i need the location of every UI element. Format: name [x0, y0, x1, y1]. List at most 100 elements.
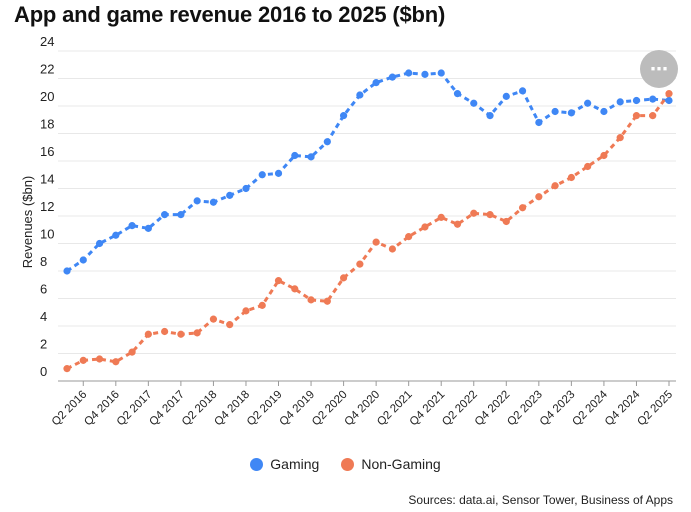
- data-point-non-gaming[interactable]: [63, 365, 71, 373]
- legend-swatch-gaming: [250, 457, 264, 471]
- data-point-gaming[interactable]: [535, 118, 543, 127]
- data-point-non-gaming[interactable]: [339, 274, 348, 282]
- data-point-non-gaming[interactable]: [356, 260, 364, 268]
- data-point-non-gaming[interactable]: [242, 307, 250, 315]
- data-point-gaming[interactable]: [405, 69, 413, 77]
- data-point-non-gaming[interactable]: [193, 329, 201, 337]
- data-point-non-gaming[interactable]: [307, 296, 315, 304]
- data-point-non-gaming[interactable]: [95, 355, 104, 363]
- data-point-gaming[interactable]: [79, 256, 87, 264]
- page-title: App and game revenue 2016 to 2025 ($bn): [14, 2, 446, 27]
- y-tick-label: 12: [40, 199, 54, 214]
- data-point-non-gaming[interactable]: [616, 134, 624, 142]
- data-point-gaming[interactable]: [551, 107, 559, 116]
- data-point-gaming[interactable]: [291, 151, 299, 160]
- data-point-non-gaming[interactable]: [144, 330, 152, 338]
- ellipsis-icon: ⋯: [650, 59, 668, 79]
- data-point-gaming[interactable]: [63, 267, 71, 275]
- data-point-non-gaming[interactable]: [323, 297, 331, 305]
- legend-label-gaming: Gaming: [270, 456, 320, 472]
- data-point-non-gaming[interactable]: [632, 112, 641, 120]
- y-tick-label: 0: [40, 364, 47, 379]
- data-point-non-gaming[interactable]: [128, 348, 136, 356]
- data-point-gaming[interactable]: [632, 96, 641, 105]
- data-point-gaming[interactable]: [518, 87, 527, 95]
- data-point-gaming[interactable]: [649, 95, 657, 103]
- data-point-gaming[interactable]: [665, 96, 673, 105]
- data-point-non-gaming[interactable]: [421, 223, 429, 231]
- data-point-gaming[interactable]: [470, 99, 478, 107]
- data-point-gaming[interactable]: [584, 99, 592, 107]
- data-point-gaming[interactable]: [339, 112, 348, 120]
- y-tick-label: 6: [40, 282, 47, 297]
- data-point-non-gaming[interactable]: [209, 315, 218, 323]
- y-tick-label: 8: [40, 254, 47, 269]
- data-point-gaming[interactable]: [242, 184, 250, 193]
- series: [63, 69, 673, 373]
- data-point-gaming[interactable]: [274, 169, 283, 177]
- data-point-gaming[interactable]: [437, 69, 445, 77]
- data-point-non-gaming[interactable]: [518, 204, 527, 212]
- data-point-gaming[interactable]: [193, 197, 201, 205]
- legend-swatch-non-gaming: [341, 457, 355, 471]
- data-point-gaming[interactable]: [95, 239, 104, 248]
- data-point-non-gaming[interactable]: [502, 217, 510, 226]
- data-point-gaming[interactable]: [209, 198, 218, 206]
- data-point-gaming[interactable]: [323, 138, 331, 146]
- data-point-gaming[interactable]: [502, 92, 510, 100]
- data-point-non-gaming[interactable]: [665, 90, 673, 98]
- data-point-gaming[interactable]: [356, 91, 364, 99]
- data-point-gaming[interactable]: [161, 211, 169, 219]
- data-point-non-gaming[interactable]: [486, 211, 494, 219]
- data-point-gaming[interactable]: [128, 222, 136, 230]
- data-point-non-gaming[interactable]: [405, 233, 413, 241]
- source-note: Sources: data.ai, Sensor Tower, Business…: [408, 493, 673, 507]
- legend-item-non-gaming[interactable]: Non-Gaming: [341, 456, 441, 472]
- data-point-non-gaming[interactable]: [649, 112, 657, 120]
- data-point-non-gaming[interactable]: [372, 238, 380, 246]
- data-point-gaming[interactable]: [144, 224, 152, 232]
- y-tick-label: 2: [40, 337, 47, 352]
- data-point-gaming[interactable]: [112, 231, 120, 239]
- data-point-gaming[interactable]: [486, 112, 494, 120]
- data-point-gaming[interactable]: [372, 79, 380, 87]
- legend-label-non-gaming: Non-Gaming: [361, 456, 441, 472]
- y-tick-label: 18: [40, 117, 54, 132]
- data-point-non-gaming[interactable]: [258, 301, 266, 309]
- data-point-non-gaming[interactable]: [551, 182, 559, 190]
- y-axis-label: Revenues ($bn): [20, 176, 35, 269]
- data-point-non-gaming[interactable]: [388, 245, 397, 253]
- data-point-gaming[interactable]: [616, 98, 624, 106]
- data-point-non-gaming[interactable]: [226, 321, 234, 329]
- data-point-gaming[interactable]: [177, 211, 185, 219]
- y-tick-label: 14: [40, 172, 54, 187]
- data-point-non-gaming[interactable]: [567, 173, 575, 182]
- data-point-gaming[interactable]: [600, 107, 608, 116]
- data-point-gaming[interactable]: [567, 109, 575, 117]
- data-point-non-gaming[interactable]: [161, 327, 169, 336]
- data-point-non-gaming[interactable]: [470, 209, 478, 217]
- y-tick-label: 10: [40, 227, 54, 242]
- data-point-non-gaming[interactable]: [177, 330, 185, 338]
- data-point-non-gaming[interactable]: [79, 356, 87, 364]
- data-point-non-gaming[interactable]: [600, 151, 608, 160]
- data-point-gaming[interactable]: [453, 90, 462, 98]
- y-tick-label: 24: [40, 34, 54, 49]
- data-point-non-gaming[interactable]: [274, 277, 283, 285]
- data-point-non-gaming[interactable]: [453, 220, 462, 228]
- data-point-non-gaming[interactable]: [437, 213, 445, 221]
- y-tick-label: 22: [40, 62, 54, 77]
- more-options-button[interactable]: ⋯: [640, 50, 678, 88]
- data-point-non-gaming[interactable]: [535, 193, 543, 201]
- data-point-gaming[interactable]: [421, 70, 429, 78]
- legend-item-gaming[interactable]: Gaming: [250, 456, 319, 472]
- data-point-gaming[interactable]: [388, 73, 397, 81]
- data-point-non-gaming[interactable]: [112, 358, 120, 366]
- data-point-gaming[interactable]: [307, 153, 315, 161]
- data-point-non-gaming[interactable]: [291, 285, 299, 293]
- data-point-gaming[interactable]: [258, 171, 266, 179]
- y-tick-label: 4: [40, 309, 47, 324]
- data-point-non-gaming[interactable]: [584, 162, 592, 171]
- data-point-gaming[interactable]: [226, 191, 234, 199]
